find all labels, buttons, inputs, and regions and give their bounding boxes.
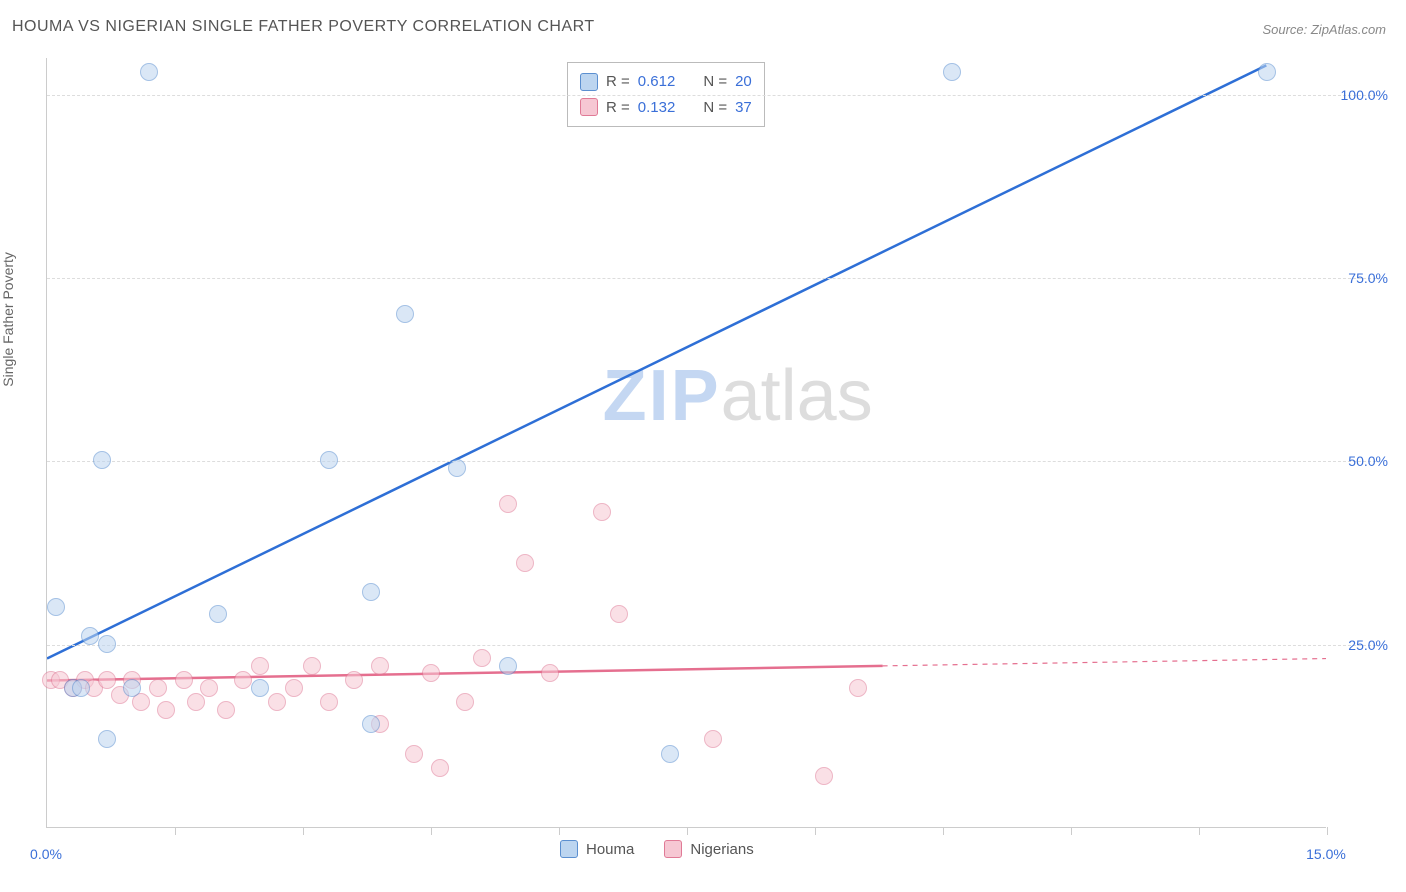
scatter-point-nigerians bbox=[499, 495, 517, 513]
scatter-point-nigerians bbox=[187, 693, 205, 711]
scatter-point-nigerians bbox=[541, 664, 559, 682]
n-value: 37 bbox=[735, 95, 752, 121]
scatter-point-nigerians bbox=[303, 657, 321, 675]
trend-line bbox=[883, 659, 1326, 666]
x-tick bbox=[559, 827, 560, 835]
x-tick bbox=[303, 827, 304, 835]
scatter-point-nigerians bbox=[849, 679, 867, 697]
scatter-point-nigerians bbox=[456, 693, 474, 711]
stats-row: R = 0.612 N = 20 bbox=[580, 69, 752, 95]
scatter-point-nigerians bbox=[98, 671, 116, 689]
swatch-icon bbox=[580, 98, 598, 116]
r-label: R = bbox=[606, 95, 630, 121]
x-tick bbox=[1071, 827, 1072, 835]
scatter-point-houma bbox=[499, 657, 517, 675]
scatter-point-nigerians bbox=[593, 503, 611, 521]
scatter-point-nigerians bbox=[268, 693, 286, 711]
scatter-point-nigerians bbox=[345, 671, 363, 689]
scatter-point-houma bbox=[72, 679, 90, 697]
legend-item-nigerians: Nigerians bbox=[664, 840, 753, 858]
x-tick bbox=[687, 827, 688, 835]
scatter-point-nigerians bbox=[234, 671, 252, 689]
legend-item-houma: Houma bbox=[560, 840, 634, 858]
plot-area: ZIPatlas R =0.612N =20R =0.132N =37 25.0… bbox=[46, 58, 1326, 828]
n-value: 20 bbox=[735, 69, 752, 95]
y-tick-label: 75.0% bbox=[1348, 270, 1388, 286]
scatter-point-houma bbox=[362, 583, 380, 601]
swatch-icon bbox=[560, 840, 578, 858]
chart-title: HOUMA VS NIGERIAN SINGLE FATHER POVERTY … bbox=[12, 18, 595, 36]
scatter-point-nigerians bbox=[217, 701, 235, 719]
bottom-legend: Houma Nigerians bbox=[560, 840, 754, 858]
gridline bbox=[47, 461, 1376, 462]
r-label: R = bbox=[606, 69, 630, 95]
chart-container: HOUMA VS NIGERIAN SINGLE FATHER POVERTY … bbox=[0, 0, 1406, 892]
scatter-point-houma bbox=[93, 451, 111, 469]
x-tick bbox=[1327, 827, 1328, 835]
scatter-point-nigerians bbox=[405, 745, 423, 763]
scatter-point-nigerians bbox=[473, 649, 491, 667]
y-tick-label: 25.0% bbox=[1348, 637, 1388, 653]
scatter-point-nigerians bbox=[320, 693, 338, 711]
scatter-point-houma bbox=[448, 459, 466, 477]
y-tick-label: 100.0% bbox=[1341, 87, 1388, 103]
legend-label: Houma bbox=[586, 841, 634, 858]
scatter-point-nigerians bbox=[516, 554, 534, 572]
gridline bbox=[47, 645, 1376, 646]
x-tick bbox=[175, 827, 176, 835]
n-label: N = bbox=[703, 95, 727, 121]
y-tick-label: 50.0% bbox=[1348, 453, 1388, 469]
scatter-point-nigerians bbox=[371, 657, 389, 675]
swatch-icon bbox=[580, 73, 598, 91]
watermark-atlas: atlas bbox=[721, 356, 873, 436]
scatter-point-nigerians bbox=[285, 679, 303, 697]
x-tick bbox=[431, 827, 432, 835]
scatter-point-houma bbox=[47, 598, 65, 616]
scatter-point-nigerians bbox=[149, 679, 167, 697]
trend-line bbox=[47, 666, 883, 681]
scatter-point-nigerians bbox=[175, 671, 193, 689]
scatter-point-houma bbox=[943, 63, 961, 81]
scatter-point-houma bbox=[209, 605, 227, 623]
source-label: Source: ZipAtlas.com bbox=[1262, 22, 1386, 37]
x-tick-label: 15.0% bbox=[1306, 846, 1346, 862]
scatter-point-nigerians bbox=[200, 679, 218, 697]
scatter-point-houma bbox=[123, 679, 141, 697]
n-label: N = bbox=[703, 69, 727, 95]
x-tick bbox=[815, 827, 816, 835]
watermark: ZIPatlas bbox=[603, 355, 873, 437]
scatter-point-nigerians bbox=[251, 657, 269, 675]
scatter-point-nigerians bbox=[815, 767, 833, 785]
scatter-point-houma bbox=[98, 730, 116, 748]
scatter-point-houma bbox=[1258, 63, 1276, 81]
r-value: 0.132 bbox=[638, 95, 676, 121]
y-axis-label: Single Father Poverty bbox=[0, 252, 16, 387]
scatter-point-nigerians bbox=[157, 701, 175, 719]
scatter-point-houma bbox=[251, 679, 269, 697]
scatter-point-nigerians bbox=[422, 664, 440, 682]
scatter-point-houma bbox=[81, 627, 99, 645]
scatter-point-houma bbox=[320, 451, 338, 469]
x-tick bbox=[1199, 827, 1200, 835]
swatch-icon bbox=[664, 840, 682, 858]
trend-line bbox=[47, 65, 1266, 658]
scatter-point-houma bbox=[362, 715, 380, 733]
gridline bbox=[47, 95, 1376, 96]
scatter-point-nigerians bbox=[431, 759, 449, 777]
scatter-point-houma bbox=[98, 635, 116, 653]
gridline bbox=[47, 278, 1376, 279]
r-value: 0.612 bbox=[638, 69, 676, 95]
watermark-zip: ZIP bbox=[603, 356, 721, 436]
scatter-point-nigerians bbox=[610, 605, 628, 623]
legend-label: Nigerians bbox=[690, 841, 753, 858]
scatter-point-nigerians bbox=[704, 730, 722, 748]
trend-lines-svg bbox=[47, 58, 1326, 827]
stats-row: R = 0.132 N = 37 bbox=[580, 95, 752, 121]
x-tick bbox=[943, 827, 944, 835]
scatter-point-houma bbox=[396, 305, 414, 323]
scatter-point-houma bbox=[661, 745, 679, 763]
x-tick-label: 0.0% bbox=[30, 846, 62, 862]
scatter-point-houma bbox=[140, 63, 158, 81]
